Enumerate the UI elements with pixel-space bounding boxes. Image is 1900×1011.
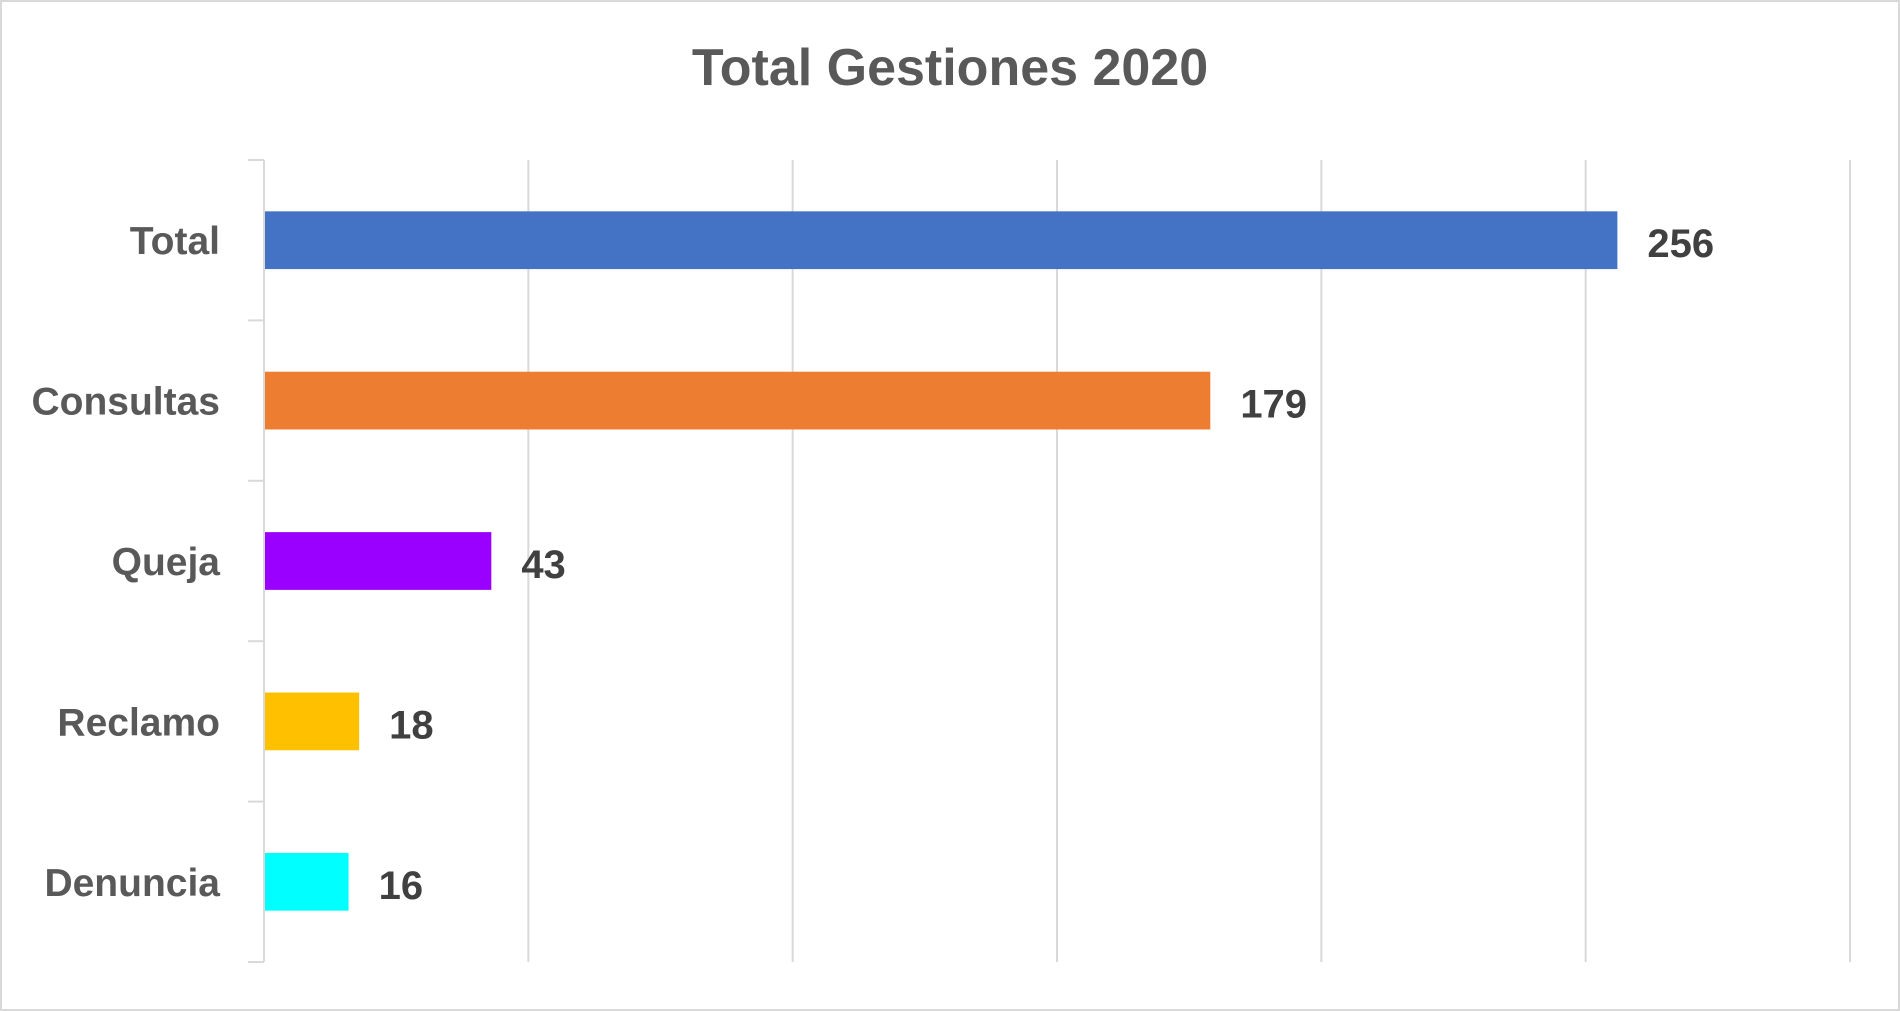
category-label: Denuncia <box>44 862 220 905</box>
data-label: 256 <box>1647 222 1714 266</box>
data-label: 18 <box>389 703 434 747</box>
category-label: Reclamo <box>57 701 220 744</box>
bar-total <box>265 211 1618 270</box>
data-label: 16 <box>379 864 424 908</box>
bar-reclamo <box>265 692 360 751</box>
data-label: 179 <box>1240 383 1307 427</box>
bar-denuncia <box>265 852 349 911</box>
category-label: Consultas <box>31 381 220 424</box>
bar-queja <box>265 532 492 590</box>
category-label: Total <box>130 220 220 263</box>
chart-title: Total Gestiones 2020 <box>691 39 1209 97</box>
category-label: Queja <box>112 541 221 584</box>
bar-consultas <box>265 371 1211 430</box>
data-label: 43 <box>521 543 566 587</box>
